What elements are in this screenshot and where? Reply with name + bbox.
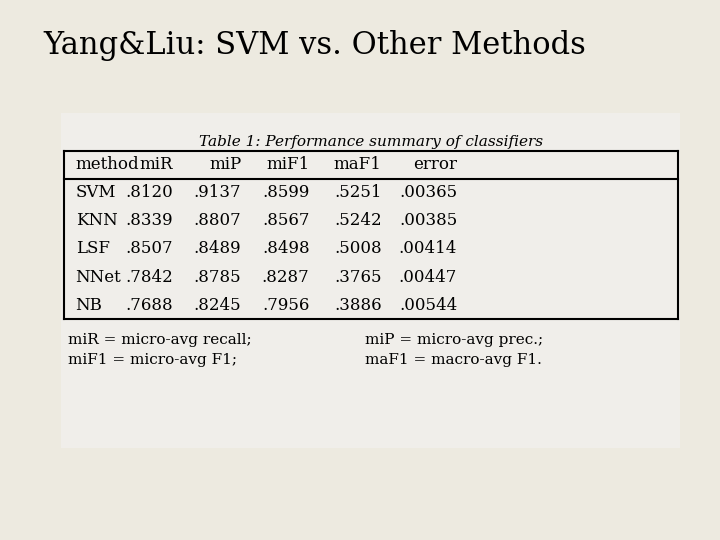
Text: .7688: .7688 — [125, 296, 173, 314]
Text: .8785: .8785 — [194, 268, 241, 286]
Text: .00414: .00414 — [399, 240, 457, 258]
Text: .5242: .5242 — [334, 212, 382, 230]
Text: maF1: maF1 — [334, 156, 382, 173]
Text: miF1 = micro-avg F1;: miF1 = micro-avg F1; — [68, 353, 238, 367]
Text: maF1 = macro-avg F1.: maF1 = macro-avg F1. — [364, 353, 541, 367]
Text: .8120: .8120 — [125, 184, 173, 201]
Text: .3886: .3886 — [334, 296, 382, 314]
Text: .8489: .8489 — [194, 240, 241, 258]
Text: NB: NB — [76, 296, 102, 314]
Text: .9137: .9137 — [194, 184, 241, 201]
Text: .8807: .8807 — [194, 212, 241, 230]
Text: miP = micro-avg prec.;: miP = micro-avg prec.; — [364, 333, 543, 347]
Text: .8498: .8498 — [262, 240, 310, 258]
Text: .00544: .00544 — [399, 296, 457, 314]
Text: .8287: .8287 — [262, 268, 310, 286]
Text: NNet: NNet — [76, 268, 122, 286]
Text: .8339: .8339 — [125, 212, 173, 230]
Text: Table 1: Performance summary of classifiers: Table 1: Performance summary of classifi… — [199, 135, 543, 149]
Text: SVM: SVM — [76, 184, 116, 201]
Text: .5251: .5251 — [334, 184, 382, 201]
Text: Yang&Liu: SVM vs. Other Methods: Yang&Liu: SVM vs. Other Methods — [43, 30, 586, 60]
Text: .7842: .7842 — [125, 268, 173, 286]
Text: .8567: .8567 — [262, 212, 310, 230]
Text: .8245: .8245 — [194, 296, 241, 314]
Text: .3765: .3765 — [334, 268, 382, 286]
Text: .00365: .00365 — [399, 184, 457, 201]
Text: .8507: .8507 — [125, 240, 173, 258]
Text: .5008: .5008 — [334, 240, 382, 258]
Text: .00447: .00447 — [399, 268, 457, 286]
Text: .8599: .8599 — [262, 184, 310, 201]
Text: LSF: LSF — [76, 240, 109, 258]
Text: KNN: KNN — [76, 212, 117, 230]
Text: error: error — [413, 156, 457, 173]
Text: miR: miR — [139, 156, 173, 173]
Text: miP: miP — [209, 156, 241, 173]
Text: .00385: .00385 — [399, 212, 457, 230]
Text: method: method — [76, 156, 139, 173]
Text: miR = micro-avg recall;: miR = micro-avg recall; — [68, 333, 252, 347]
Text: .7956: .7956 — [262, 296, 310, 314]
Text: miF1: miF1 — [266, 156, 310, 173]
